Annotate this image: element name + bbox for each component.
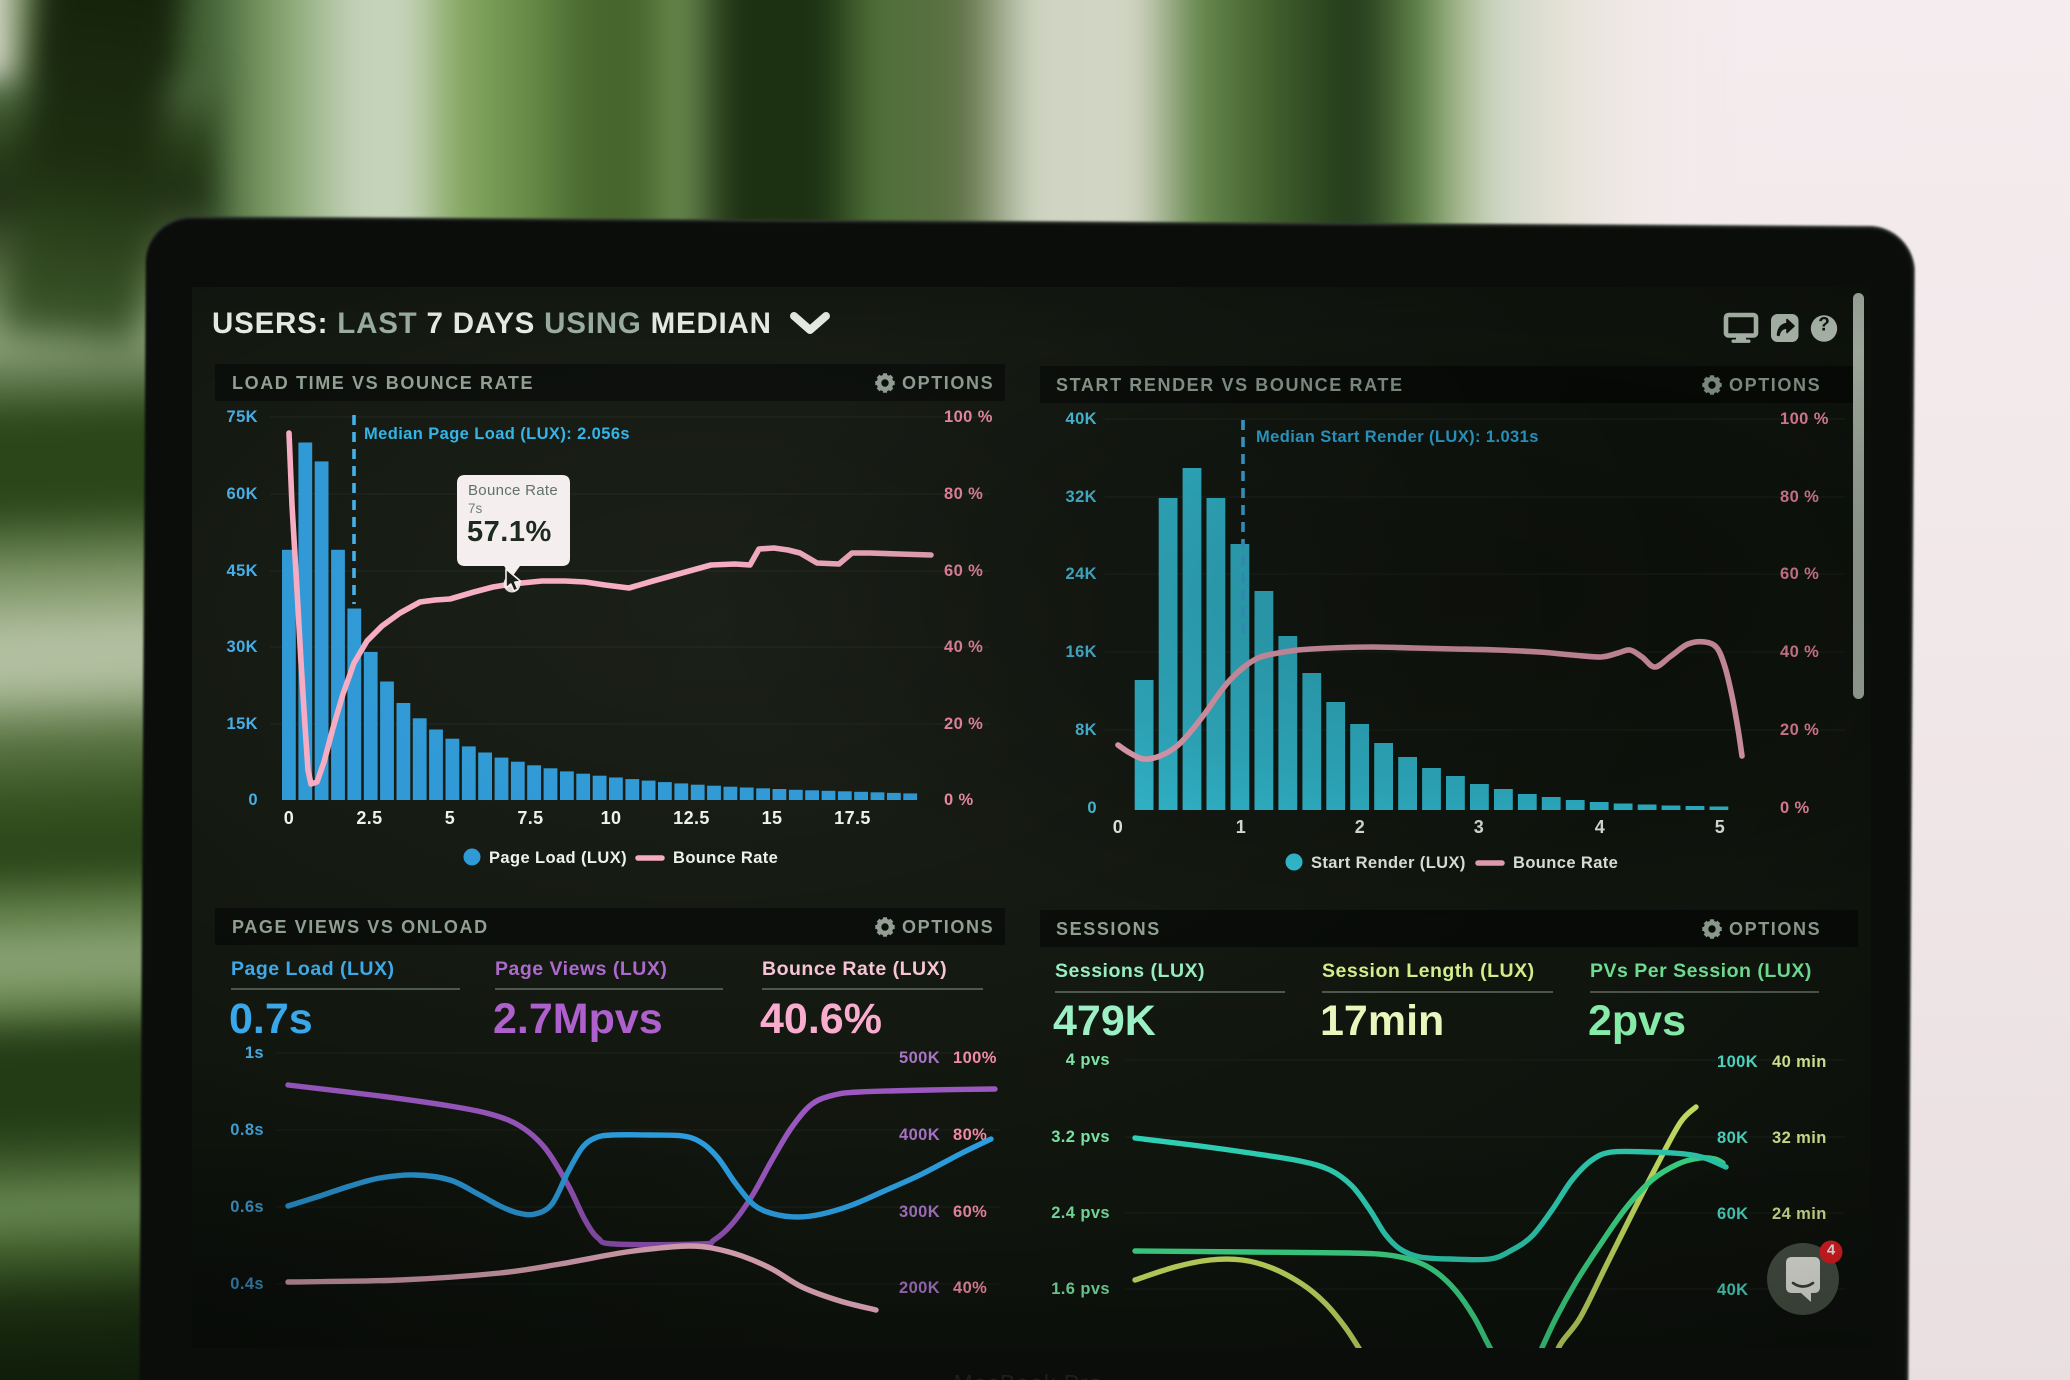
svg-text:57.1%: 57.1% bbox=[467, 516, 552, 548]
svg-text:Bounce Rate: Bounce Rate bbox=[1513, 854, 1618, 872]
svg-text:0 %: 0 % bbox=[944, 791, 974, 809]
svg-text:7.5: 7.5 bbox=[517, 808, 543, 828]
svg-text:2.4 pvs: 2.4 pvs bbox=[1051, 1204, 1110, 1222]
svg-text:60K: 60K bbox=[227, 485, 258, 503]
svg-text:MacBook Pro: MacBook Pro bbox=[953, 1370, 1102, 1380]
svg-text:2.5: 2.5 bbox=[356, 808, 382, 828]
svg-text:4: 4 bbox=[1595, 817, 1605, 837]
svg-text:5: 5 bbox=[1715, 817, 1725, 837]
svg-text:START RENDER VS BOUNCE RATE: START RENDER VS BOUNCE RATE bbox=[1056, 375, 1404, 395]
svg-text:12.5: 12.5 bbox=[673, 808, 710, 828]
svg-text:1: 1 bbox=[1236, 817, 1246, 837]
svg-text:100K: 100K bbox=[1717, 1053, 1758, 1071]
svg-text:7s: 7s bbox=[468, 501, 483, 516]
svg-text:40K: 40K bbox=[1066, 410, 1097, 428]
svg-text:80%: 80% bbox=[953, 1126, 987, 1144]
svg-text:Sessions (LUX): Sessions (LUX) bbox=[1055, 960, 1205, 982]
svg-text:LOAD TIME VS BOUNCE RATE: LOAD TIME VS BOUNCE RATE bbox=[232, 373, 534, 393]
svg-text:40.6%: 40.6% bbox=[760, 995, 882, 1043]
svg-text:Start Render (LUX): Start Render (LUX) bbox=[1311, 854, 1466, 872]
svg-text:USERS: LAST 7 DAYS USING MEDIA: USERS: LAST 7 DAYS USING MEDIAN bbox=[212, 307, 772, 340]
svg-text:0: 0 bbox=[1087, 799, 1097, 817]
svg-text:80 %: 80 % bbox=[1780, 488, 1819, 506]
svg-text:Bounce Rate (LUX): Bounce Rate (LUX) bbox=[762, 958, 947, 980]
svg-text:?: ? bbox=[1818, 315, 1830, 336]
svg-text:80 %: 80 % bbox=[944, 485, 983, 503]
svg-text:Session Length (LUX): Session Length (LUX) bbox=[1322, 960, 1535, 982]
svg-text:Page Views (LUX): Page Views (LUX) bbox=[495, 958, 667, 980]
svg-text:4 pvs: 4 pvs bbox=[1066, 1051, 1110, 1069]
svg-text:500K: 500K bbox=[899, 1049, 940, 1067]
svg-text:100 %: 100 % bbox=[1780, 410, 1829, 428]
svg-text:45K: 45K bbox=[227, 562, 258, 580]
svg-text:32K: 32K bbox=[1066, 488, 1097, 506]
svg-text:10: 10 bbox=[601, 808, 622, 828]
svg-text:400K: 400K bbox=[899, 1126, 940, 1144]
svg-text:60%: 60% bbox=[953, 1203, 987, 1221]
svg-text:300K: 300K bbox=[899, 1203, 940, 1221]
svg-text:0: 0 bbox=[1113, 817, 1123, 837]
svg-text:Median Start Render (LUX): 1.0: Median Start Render (LUX): 1.031s bbox=[1256, 428, 1539, 446]
svg-text:75K: 75K bbox=[227, 408, 258, 426]
svg-text:0.7s: 0.7s bbox=[229, 995, 313, 1043]
svg-text:2: 2 bbox=[1355, 817, 1365, 837]
svg-text:15: 15 bbox=[762, 808, 783, 828]
svg-text:100 %: 100 % bbox=[944, 408, 993, 426]
svg-text:PVs Per Session (LUX): PVs Per Session (LUX) bbox=[1590, 960, 1812, 982]
svg-text:20 %: 20 % bbox=[1780, 721, 1819, 739]
svg-text:24 min: 24 min bbox=[1772, 1205, 1827, 1223]
svg-text:100%: 100% bbox=[953, 1049, 997, 1067]
svg-text:60 %: 60 % bbox=[944, 562, 983, 580]
svg-text:80K: 80K bbox=[1717, 1129, 1748, 1147]
svg-text:Bounce Rate: Bounce Rate bbox=[673, 849, 778, 867]
svg-text:2pvs: 2pvs bbox=[1588, 997, 1686, 1045]
svg-text:Bounce Rate: Bounce Rate bbox=[468, 482, 558, 499]
svg-text:OPTIONS: OPTIONS bbox=[1729, 919, 1821, 939]
svg-text:0.6s: 0.6s bbox=[230, 1198, 264, 1216]
svg-text:200K: 200K bbox=[899, 1279, 940, 1297]
svg-text:0: 0 bbox=[284, 808, 294, 828]
svg-text:15K: 15K bbox=[227, 715, 258, 733]
svg-text:1s: 1s bbox=[245, 1044, 264, 1062]
svg-text:24K: 24K bbox=[1066, 565, 1097, 583]
svg-text:40 %: 40 % bbox=[944, 638, 983, 656]
svg-text:60K: 60K bbox=[1717, 1205, 1748, 1223]
svg-text:30K: 30K bbox=[227, 638, 258, 656]
svg-text:OPTIONS: OPTIONS bbox=[902, 917, 994, 937]
svg-text:40%: 40% bbox=[953, 1279, 987, 1297]
svg-text:3.2 pvs: 3.2 pvs bbox=[1051, 1128, 1110, 1146]
svg-text:SESSIONS: SESSIONS bbox=[1056, 919, 1161, 939]
svg-text:Page Load (LUX): Page Load (LUX) bbox=[489, 849, 627, 867]
svg-text:40K: 40K bbox=[1717, 1281, 1748, 1299]
svg-text:0: 0 bbox=[248, 791, 258, 809]
svg-text:5: 5 bbox=[445, 808, 455, 828]
svg-text:Page Load (LUX): Page Load (LUX) bbox=[231, 958, 395, 980]
svg-text:32 min: 32 min bbox=[1772, 1129, 1827, 1147]
svg-text:Median Page Load (LUX): 2.056s: Median Page Load (LUX): 2.056s bbox=[364, 425, 630, 443]
svg-text:OPTIONS: OPTIONS bbox=[902, 373, 994, 393]
svg-text:17.5: 17.5 bbox=[834, 808, 871, 828]
svg-text:1.6 pvs: 1.6 pvs bbox=[1051, 1280, 1110, 1298]
svg-text:8K: 8K bbox=[1075, 721, 1097, 739]
svg-text:PAGE VIEWS VS ONLOAD: PAGE VIEWS VS ONLOAD bbox=[232, 917, 489, 937]
svg-text:0.8s: 0.8s bbox=[230, 1121, 264, 1139]
svg-text:20 %: 20 % bbox=[944, 715, 983, 733]
svg-text:16K: 16K bbox=[1066, 643, 1097, 661]
svg-text:4: 4 bbox=[1827, 1242, 1836, 1259]
svg-text:0.4s: 0.4s bbox=[230, 1275, 264, 1293]
svg-text:40 min: 40 min bbox=[1772, 1053, 1827, 1071]
svg-text:2.7Mpvs: 2.7Mpvs bbox=[493, 995, 663, 1043]
svg-text:40 %: 40 % bbox=[1780, 643, 1819, 661]
svg-text:3: 3 bbox=[1474, 817, 1484, 837]
svg-text:60 %: 60 % bbox=[1780, 565, 1819, 583]
svg-text:0 %: 0 % bbox=[1780, 799, 1810, 817]
svg-text:17min: 17min bbox=[1320, 997, 1444, 1045]
svg-text:OPTIONS: OPTIONS bbox=[1729, 375, 1821, 395]
svg-text:479K: 479K bbox=[1053, 997, 1156, 1045]
